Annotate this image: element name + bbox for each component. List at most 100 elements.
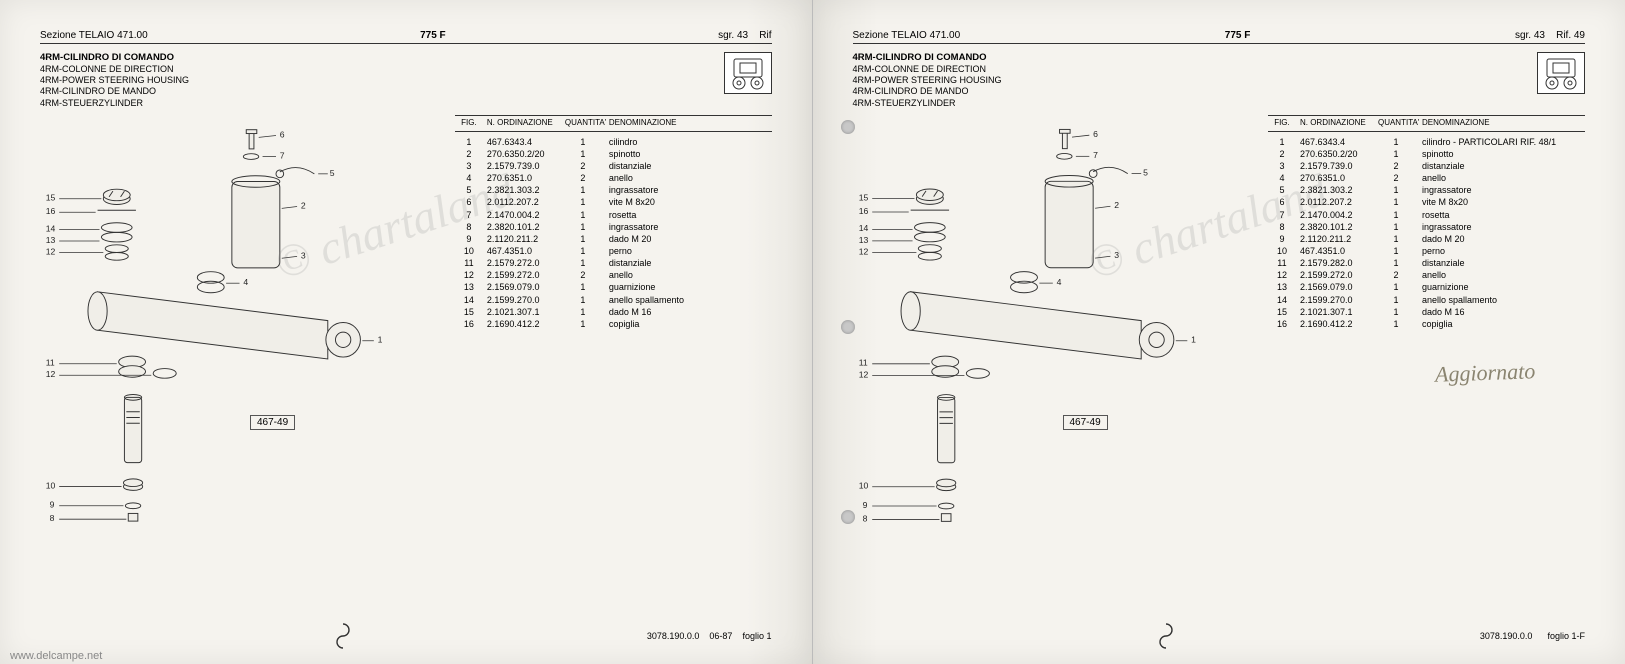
svg-text:6: 6 — [1093, 129, 1098, 139]
svg-text:6: 6 — [280, 129, 285, 139]
cell-den: ingrassatore — [1418, 184, 1585, 196]
cell-qty: 1 — [1374, 196, 1418, 208]
table-row: 2270.6350.2/201spinotto — [455, 148, 772, 160]
table-row: 112.1579.282.01distanziale — [1268, 257, 1585, 269]
cell-den: copiglia — [605, 318, 772, 330]
table-row: 152.1021.307.11dado M 16 — [1268, 306, 1585, 318]
header-row: Sezione TELAIO 471.00 775 F sgr. 43 Rif.… — [853, 30, 1586, 44]
svg-text:12: 12 — [46, 246, 56, 256]
svg-text:1: 1 — [378, 335, 383, 345]
table-row: 142.1599.270.01anello spallamento — [455, 294, 772, 306]
th-qty: QUANTITA' — [1374, 118, 1418, 129]
table-row: 112.1579.272.01distanziale — [455, 257, 772, 269]
content-row: 15 16 14 13 12 11 12 10 9 8 6 7 5 2 3 4 — [853, 115, 1586, 555]
cell-ord: 2.1579.739.0 — [483, 160, 561, 172]
table-row: 72.1470.004.21rosetta — [455, 209, 772, 221]
cell-qty: 1 — [1374, 281, 1418, 293]
title-en: 4RM-POWER STEERING HOUSING — [40, 75, 189, 86]
cell-fig: 3 — [1268, 160, 1296, 172]
svg-text:16: 16 — [858, 206, 868, 216]
svg-text:4: 4 — [243, 277, 248, 287]
cell-qty: 1 — [1374, 257, 1418, 269]
header-model: 775 F — [420, 30, 446, 41]
table-body: 1 467.6343.4 1 cilindro - PARTICOLARI RIF. … — [1268, 136, 1585, 330]
cell-fig: 8 — [455, 221, 483, 233]
cell-qty: 1 — [561, 306, 605, 318]
svg-text:3: 3 — [1114, 250, 1119, 260]
cell-den: distanziale — [1418, 160, 1585, 172]
cell-ord: 2.1021.307.1 — [483, 306, 561, 318]
cell-ord: 2.1120.211.2 — [483, 233, 561, 245]
cell-den: anello — [1418, 172, 1585, 184]
cell-qty: 1 — [1374, 209, 1418, 221]
cell-den: anello — [1418, 269, 1585, 281]
title-block: 4RM-CILINDRO DI COMANDO 4RM-COLONNE DE D… — [40, 52, 772, 109]
cell-fig: 10 — [455, 245, 483, 257]
cell-fig: 6 — [455, 196, 483, 208]
cell-fig: 13 — [1268, 281, 1296, 293]
cell-qty: 1 — [1374, 233, 1418, 245]
cell-ord: 467.4351.0 — [483, 245, 561, 257]
cell-ord: 2.1690.412.2 — [1296, 318, 1374, 330]
cell-qty: 1 — [561, 184, 605, 196]
cell-fig: 2 — [1268, 148, 1296, 160]
cell-ord: 2.1470.004.2 — [1296, 209, 1374, 221]
table-row: 92.1120.211.21dado M 20 — [455, 233, 772, 245]
table-row: 52.3821.303.21ingrassatore — [455, 184, 772, 196]
cell-den: anello spallamento — [1418, 294, 1585, 306]
table-row: 132.1569.079.01guarnizione — [1268, 281, 1585, 293]
svg-text:8: 8 — [862, 513, 867, 523]
cell-fig: 11 — [455, 257, 483, 269]
cell-den: distanziale — [605, 160, 772, 172]
svg-text:2: 2 — [301, 200, 306, 210]
th-den: DENOMINAZIONE — [1418, 118, 1585, 129]
svg-text:12: 12 — [46, 369, 56, 379]
cell-den: anello — [605, 269, 772, 281]
svg-text:7: 7 — [1093, 150, 1098, 160]
svg-text:7: 7 — [280, 150, 285, 160]
cell-qty: 1 — [1374, 294, 1418, 306]
cell-qty: 1 — [561, 245, 605, 257]
tractor-icon — [1537, 52, 1585, 94]
svg-text:4: 4 — [1056, 277, 1061, 287]
cell-fig: 15 — [455, 306, 483, 318]
parts-table-right: FIG. N. ORDINAZIONE QUANTITA' DENOMINAZI… — [1268, 115, 1585, 330]
svg-text:8: 8 — [50, 513, 55, 523]
titles: 4RM-CILINDRO DI COMANDO 4RM-COLONNE DE D… — [853, 52, 1002, 109]
cell-den: rosetta — [605, 209, 772, 221]
cell-fig: 11 — [1268, 257, 1296, 269]
cell-ord: 2.1021.307.1 — [1296, 306, 1374, 318]
cell-ord: 270.6350.2/20 — [483, 148, 561, 160]
cell-den: guarnizione — [605, 281, 772, 293]
title-de: 4RM-STEUERZYLINDER — [40, 98, 189, 109]
cell-fig: 16 — [455, 318, 483, 330]
cell-fig: 12 — [1268, 269, 1296, 281]
cell-qty: 1 — [1374, 221, 1418, 233]
cell-ord: 467.6343.4 — [1296, 136, 1374, 148]
logo-icon — [1152, 622, 1180, 650]
table-row: 142.1599.270.01anello spallamento — [1268, 294, 1585, 306]
cell-den: cilindro - PARTICOLARI RIF. 48/1 — [1418, 136, 1585, 148]
cell-den: cilindro — [605, 136, 772, 148]
cell-den: perno — [605, 245, 772, 257]
cell-qty: 1 — [561, 221, 605, 233]
cell-qty: 1 — [1374, 306, 1418, 318]
cell-ord: 2.3821.303.2 — [1296, 184, 1374, 196]
table-row: 122.1599.272.02anello — [1268, 269, 1585, 281]
table-row: 2270.6350.2/201spinotto — [1268, 148, 1585, 160]
cell-den: guarnizione — [1418, 281, 1585, 293]
title-block: 4RM-CILINDRO DI COMANDO 4RM-COLONNE DE D… — [853, 52, 1586, 109]
cell-den: dado M 16 — [605, 306, 772, 318]
cell-ord: 2.0112.207.2 — [483, 196, 561, 208]
svg-text:3: 3 — [301, 250, 306, 260]
cell-ord: 2.1579.282.0 — [1296, 257, 1374, 269]
cell-qty: 2 — [1374, 160, 1418, 172]
cell-fig: 4 — [455, 172, 483, 184]
th-ord: N. ORDINAZIONE — [1296, 118, 1374, 129]
header-sgr: sgr. 43 Rif. 49 — [1515, 30, 1585, 41]
page-left: Sezione TELAIO 471.00 775 F sgr. 43 Rif … — [0, 0, 813, 664]
cell-qty: 1 — [561, 209, 605, 221]
book-spread: Sezione TELAIO 471.00 775 F sgr. 43 Rif … — [0, 0, 1625, 664]
cell-ord: 2.3821.303.2 — [483, 184, 561, 196]
cell-qty: 1 — [561, 294, 605, 306]
